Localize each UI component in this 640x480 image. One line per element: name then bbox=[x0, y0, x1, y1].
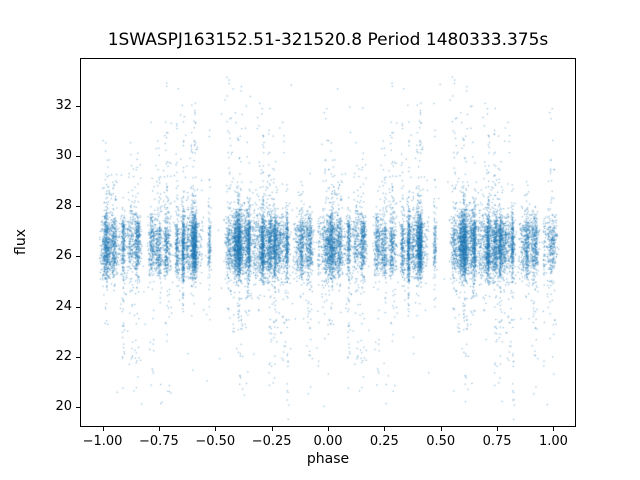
y-tick-mark bbox=[76, 356, 80, 358]
x-tick-label: 0.25 bbox=[369, 434, 399, 449]
x-tick-mark bbox=[158, 427, 160, 431]
x-tick-label: −0.75 bbox=[138, 434, 179, 449]
x-tick-mark bbox=[271, 427, 273, 431]
chart-title: 1SWASPJ163152.51-321520.8 Period 1480333… bbox=[107, 30, 549, 50]
x-tick-label: 0.75 bbox=[482, 434, 512, 449]
x-tick-mark bbox=[102, 427, 104, 431]
y-tick-mark bbox=[76, 105, 80, 107]
y-tick-mark bbox=[76, 406, 80, 408]
x-tick-label: −1.00 bbox=[82, 434, 123, 449]
x-tick-label: 1.00 bbox=[538, 434, 568, 449]
x-tick-mark bbox=[440, 427, 442, 431]
x-tick-mark bbox=[328, 427, 329, 431]
x-tick-label: 0.00 bbox=[313, 434, 343, 449]
x-tick-label: −0.25 bbox=[251, 434, 292, 449]
y-tick-label: 22 bbox=[55, 348, 72, 364]
x-axis-label: phase bbox=[306, 451, 350, 467]
y-tick-label: 32 bbox=[55, 97, 72, 113]
x-tick-label: −0.50 bbox=[195, 434, 236, 449]
y-tick-mark bbox=[76, 155, 80, 157]
y-tick-label: 30 bbox=[55, 148, 72, 164]
y-tick-mark bbox=[76, 256, 80, 258]
y-tick-mark bbox=[76, 306, 80, 308]
x-tick-mark bbox=[497, 427, 499, 431]
y-tick-label: 28 bbox=[55, 198, 72, 214]
y-tick-label: 26 bbox=[55, 248, 72, 264]
y-tick-label: 20 bbox=[55, 399, 72, 415]
plot-area bbox=[80, 58, 576, 427]
x-tick-mark bbox=[553, 427, 555, 431]
x-tick-mark bbox=[384, 427, 386, 431]
y-tick-label: 24 bbox=[55, 298, 72, 314]
y-tick-mark bbox=[76, 206, 80, 208]
y-axis-label: flux bbox=[12, 229, 29, 255]
x-tick-label: 0.50 bbox=[426, 434, 456, 449]
x-tick-mark bbox=[215, 427, 217, 431]
